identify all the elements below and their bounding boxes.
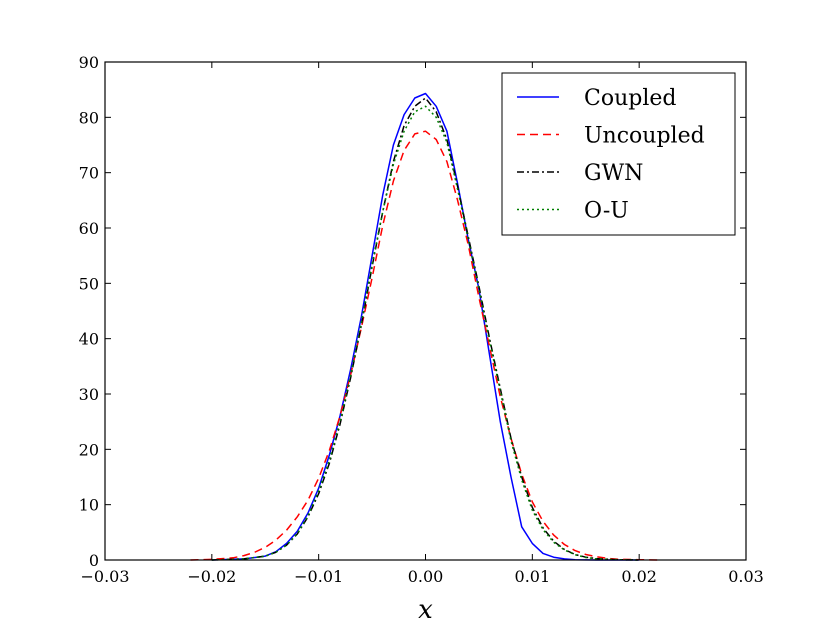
series-line-coupled bbox=[211, 92, 640, 561]
x-tick-label: −0.03 bbox=[80, 567, 129, 586]
y-axis: 0 10 20 30 40 50 60 70 80 90 bbox=[79, 53, 746, 570]
x-tick-label: 0.01 bbox=[515, 567, 551, 586]
x-tick-label: 0.03 bbox=[728, 567, 764, 586]
legend: Coupled Uncoupled GWN O-U bbox=[501, 72, 736, 236]
x-tick-label: 0.02 bbox=[621, 567, 657, 586]
x-axis: −0.03 −0.02 −0.01 0.00 0.01 0.02 0.03 bbox=[80, 62, 764, 586]
x-tick-label: −0.02 bbox=[187, 567, 236, 586]
y-tick-label: 80 bbox=[79, 108, 99, 127]
y-tick-label: 60 bbox=[79, 219, 99, 238]
y-tick-label: 30 bbox=[79, 385, 99, 404]
series-line-o-u bbox=[211, 105, 640, 561]
y-tick-label: 10 bbox=[79, 496, 99, 515]
y-tick-label: 90 bbox=[79, 53, 99, 72]
y-tick-label: 0 bbox=[89, 551, 99, 570]
legend-label: GWN bbox=[584, 161, 643, 186]
series-line-uncoupled bbox=[190, 130, 661, 561]
y-tick-label: 20 bbox=[79, 440, 99, 459]
x-tick-label: 0.00 bbox=[408, 567, 444, 586]
series-layer bbox=[190, 92, 661, 561]
x-axis-label: x bbox=[418, 595, 433, 623]
y-tick-label: 40 bbox=[79, 330, 99, 349]
legend-box bbox=[501, 72, 736, 236]
x-tick-label: −0.01 bbox=[294, 567, 343, 586]
legend-label: O-U bbox=[584, 199, 629, 224]
legend-label: Coupled bbox=[584, 86, 676, 111]
legend-label: Uncoupled bbox=[584, 124, 705, 149]
y-tick-label: 70 bbox=[79, 164, 99, 183]
y-tick-label: 50 bbox=[79, 274, 99, 293]
